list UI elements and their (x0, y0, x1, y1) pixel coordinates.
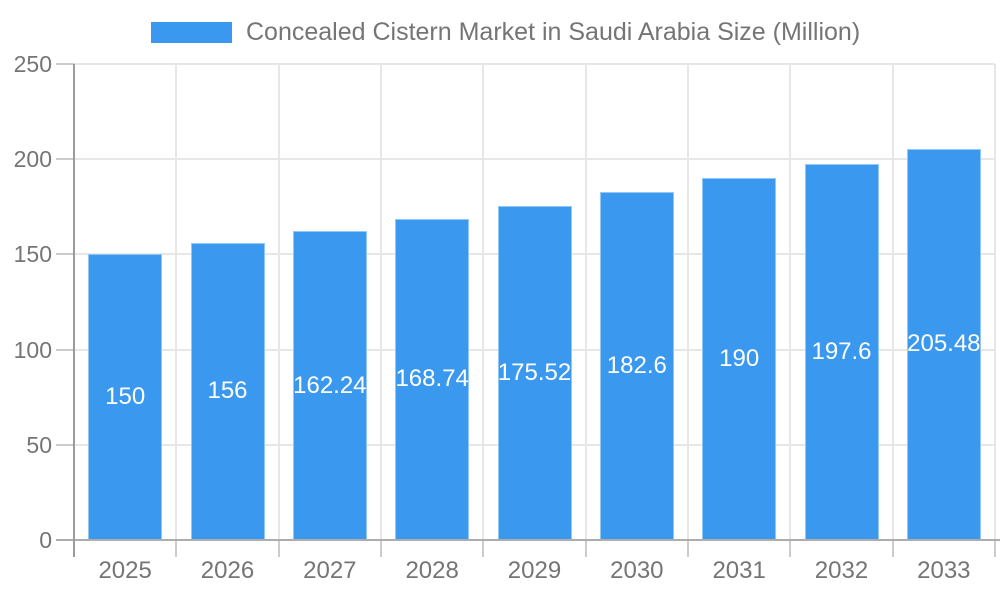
gridline-vertical (175, 64, 178, 540)
y-axis-tick (56, 253, 74, 256)
gridline-vertical (994, 64, 996, 540)
x-axis-tick (994, 540, 996, 557)
x-axis-tick (277, 540, 280, 557)
bar-2031 (702, 178, 777, 540)
y-axis-tick (56, 348, 74, 351)
x-axis-tick-label: 2025 (98, 557, 152, 584)
x-axis-tick (891, 540, 894, 557)
chart-legend[interactable]: Concealed Cistern Market in Saudi Arabia… (151, 19, 860, 46)
y-axis-tick (56, 443, 74, 446)
x-axis-tick (175, 540, 178, 557)
bar-2032 (804, 163, 879, 540)
gridline-horizontal (74, 63, 995, 65)
x-axis-tick (482, 540, 485, 557)
y-axis-tick (56, 63, 74, 65)
bar-value-label: 168.74 (395, 365, 469, 393)
bar-2030 (599, 192, 674, 540)
bar-value-label: 175.52 (497, 358, 572, 386)
x-axis-tick (789, 540, 792, 557)
bar-value-label: 182.6 (606, 352, 667, 380)
x-axis-tick-label: 2026 (200, 557, 255, 584)
bar-2029 (497, 205, 572, 540)
legend-swatch (151, 22, 232, 43)
bar-value-label: 190 (719, 345, 760, 373)
x-axis-tick (380, 540, 382, 557)
bar-value-label: 205.48 (907, 330, 981, 358)
x-axis-tick-label: 2032 (814, 557, 869, 584)
x-axis-line (56, 539, 1000, 541)
bar-2026 (190, 242, 265, 540)
y-axis-tick-label: 50 (26, 431, 52, 458)
gridline-vertical (482, 64, 485, 540)
x-axis-tick (584, 540, 587, 557)
bar-2025 (88, 254, 163, 540)
x-axis-tick-label: 2030 (610, 557, 664, 584)
x-axis-tick (687, 540, 689, 557)
x-axis-tick-label: 2027 (303, 557, 357, 584)
chart-title: Concealed Cistern Market in Saudi Arabia… (246, 18, 861, 46)
y-axis-tick (56, 158, 74, 161)
bar-value-label: 150 (105, 383, 146, 411)
gridline-horizontal (74, 158, 995, 161)
bar-2028 (395, 218, 470, 540)
bar-value-label: 156 (207, 377, 248, 405)
y-axis-tick-label: 200 (13, 146, 52, 173)
bar-2027 (292, 231, 367, 540)
gridline-vertical (687, 64, 689, 540)
bar-value-label: 197.6 (811, 337, 872, 365)
x-axis-tick-label: 2031 (712, 557, 766, 584)
bar-2033 (906, 148, 981, 540)
gridline-vertical (891, 64, 894, 540)
x-axis-tick-label: 2028 (405, 557, 459, 584)
gridline-vertical (789, 64, 792, 540)
y-axis-tick-label: 0 (39, 527, 52, 553)
y-axis-tick-label: 250 (13, 51, 52, 77)
gridline-vertical (277, 64, 280, 540)
bar-value-label: 162.24 (293, 371, 367, 399)
x-axis-tick-label: 2033 (917, 557, 971, 584)
gridline-vertical (380, 64, 382, 540)
gridline-vertical (584, 64, 587, 540)
x-axis-tick-label: 2029 (507, 557, 562, 584)
y-axis-tick-label: 100 (13, 336, 52, 363)
y-axis-tick-label: 150 (13, 241, 52, 268)
y-axis-line (73, 64, 75, 557)
